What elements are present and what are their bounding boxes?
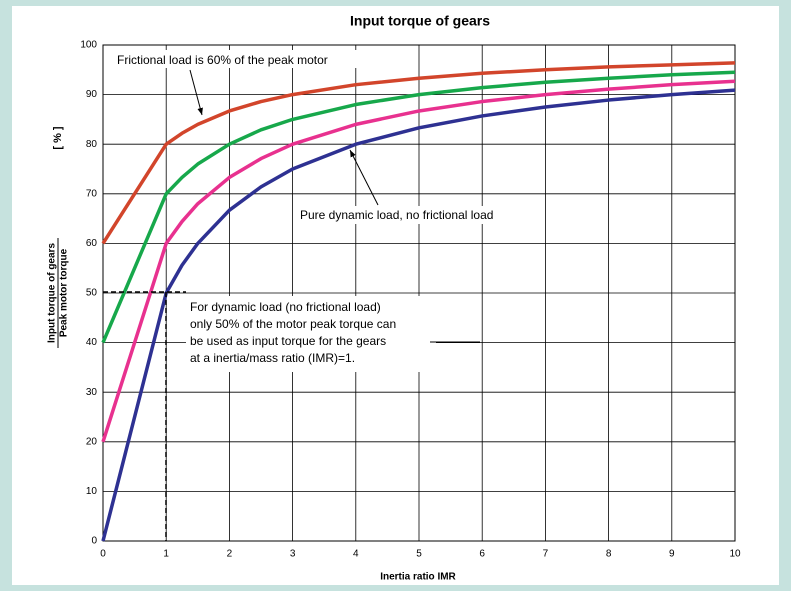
x-tick-label: 3	[290, 549, 296, 560]
y-tick-label: 20	[86, 436, 98, 447]
annotation: at a inertia/mass ratio (IMR)=1.	[190, 351, 355, 365]
plot-border	[102, 44, 736, 542]
y-label-numerator: Input torque of gears	[47, 243, 58, 343]
annotation: only 50% of the motor peak torque can	[190, 317, 396, 331]
x-tick-label: 4	[353, 549, 359, 560]
annotation-background	[296, 206, 532, 224]
y-tick-label: 0	[91, 536, 97, 547]
x-tick-label: 2	[227, 549, 233, 560]
x-tick-label: 0	[100, 549, 106, 560]
y-tick-label: 30	[86, 387, 98, 398]
y-tick-label: 40	[86, 337, 98, 348]
x-tick-label: 9	[669, 549, 675, 560]
annotation-arrow	[349, 149, 379, 206]
annotation: For dynamic load (no frictional load)	[190, 300, 381, 314]
chart-title: Input torque of gears	[350, 13, 490, 29]
x-tick-label: 5	[416, 549, 422, 560]
y-axis-label: Input torque of gears Peak motor torque …	[47, 126, 70, 348]
x-tick-label: 8	[606, 549, 612, 560]
x-tick-label: 7	[543, 549, 549, 560]
x-axis-label: Inertia ratio IMR	[380, 572, 456, 583]
series-line	[101, 88, 736, 542]
y-label-unit: [ % ]	[52, 126, 64, 150]
y-tick-label: 60	[86, 238, 98, 249]
annotation-arrow	[189, 69, 203, 116]
series-line	[101, 61, 736, 245]
y-tick-label: 50	[86, 288, 98, 299]
y-tick-label: 100	[80, 40, 97, 51]
y-tick-label: 70	[86, 188, 98, 199]
annotation: be used as input torque for the gears	[190, 334, 386, 348]
y-tick-label: 90	[86, 89, 98, 100]
y-label-denominator: Peak motor torque	[59, 248, 70, 337]
y-tick-label: 10	[86, 486, 98, 497]
series-line	[101, 79, 736, 443]
series-line	[101, 70, 736, 344]
annotation-background	[186, 296, 436, 372]
annotation: Pure dynamic load, no frictional load	[300, 208, 493, 222]
x-tick-label: 6	[479, 549, 485, 560]
annotation: Frictional load is 60% of the peak motor	[117, 53, 328, 67]
panel	[12, 6, 779, 585]
x-tick-label: 10	[729, 549, 741, 560]
x-tick-label: 1	[163, 549, 169, 560]
y-tick-label: 80	[86, 139, 98, 150]
annotation-background	[114, 50, 370, 68]
